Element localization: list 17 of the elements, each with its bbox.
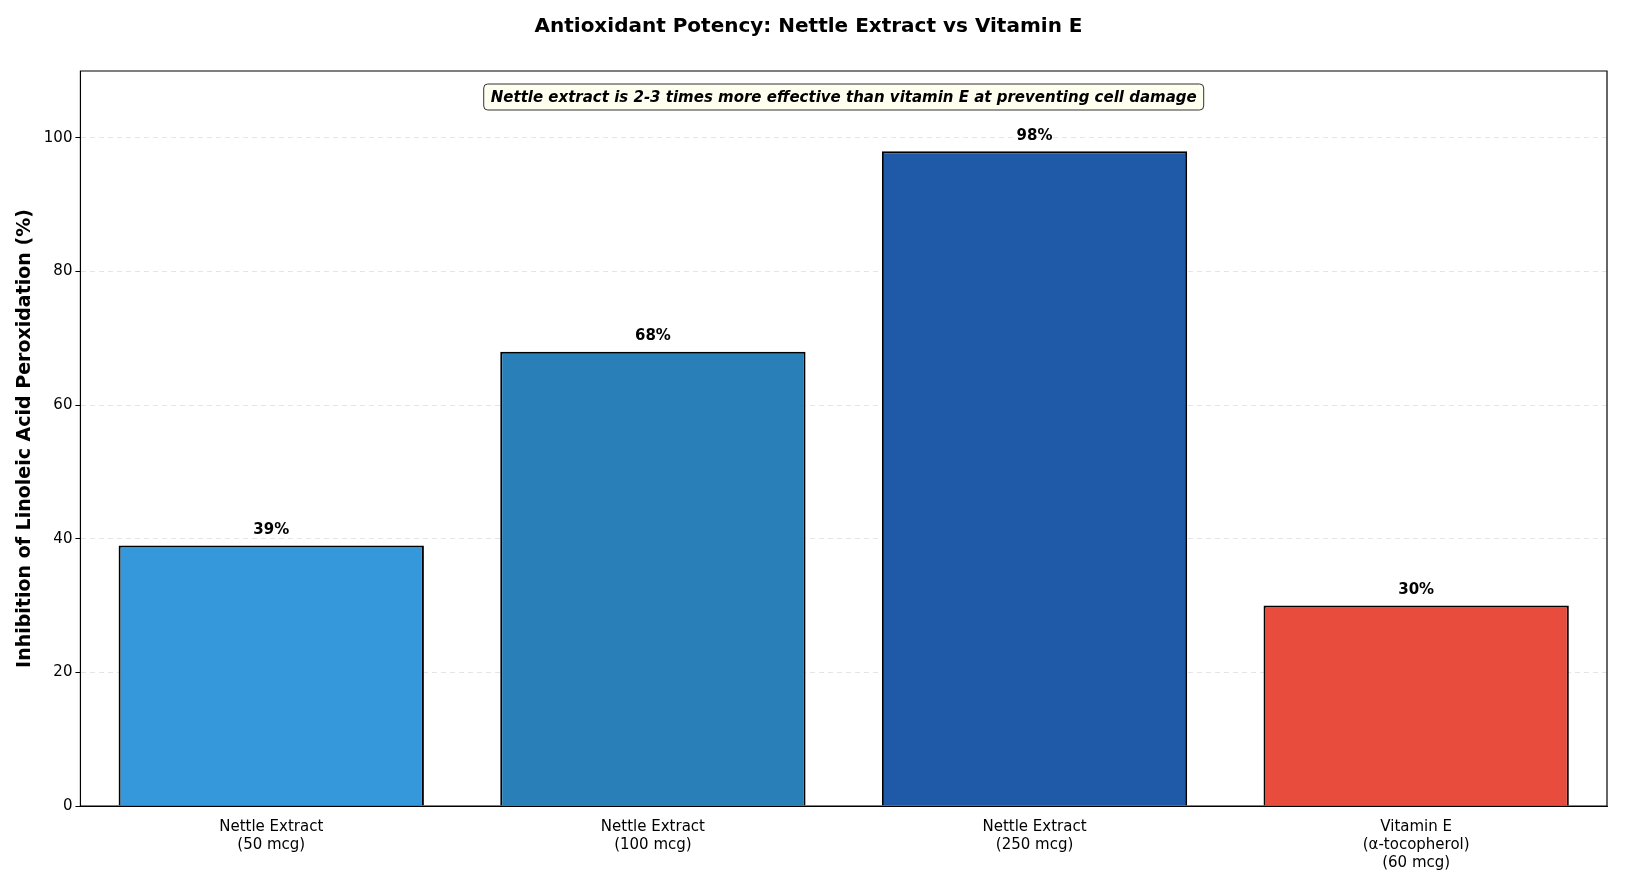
y-tick-label: 100 <box>43 127 73 146</box>
y-tick-label: 0 <box>62 795 73 814</box>
data-label: 68% <box>634 326 671 345</box>
data-label: 39% <box>253 519 290 538</box>
annotation: Nettle extract is 2-3 times more effective than vitamin E at preventing cell damage <box>490 87 1197 106</box>
x-tick-label: Vitamin E (α-tocopherol) (60 mcg) <box>1362 816 1470 871</box>
y-tick-label: 60 <box>53 394 73 413</box>
data-label: 30% <box>1398 579 1435 598</box>
chart-title: Antioxidant Potency: Nettle Extract vs Vitamin E <box>534 13 1083 38</box>
x-tick-label: Nettle Extract (50 mcg) <box>219 816 324 853</box>
y-axis-title: Inhibition of Linoleic Acid Peroxidation (%) <box>12 209 35 668</box>
x-tick-label: Nettle Extract (250 mcg) <box>982 816 1087 853</box>
x-tick-label: Nettle Extract (100 mcg) <box>600 816 706 853</box>
y-tick-label: 40 <box>53 528 73 547</box>
y-tick-label: 80 <box>53 261 73 280</box>
data-label: 98% <box>1016 125 1053 144</box>
y-tick-label: 20 <box>53 662 73 681</box>
